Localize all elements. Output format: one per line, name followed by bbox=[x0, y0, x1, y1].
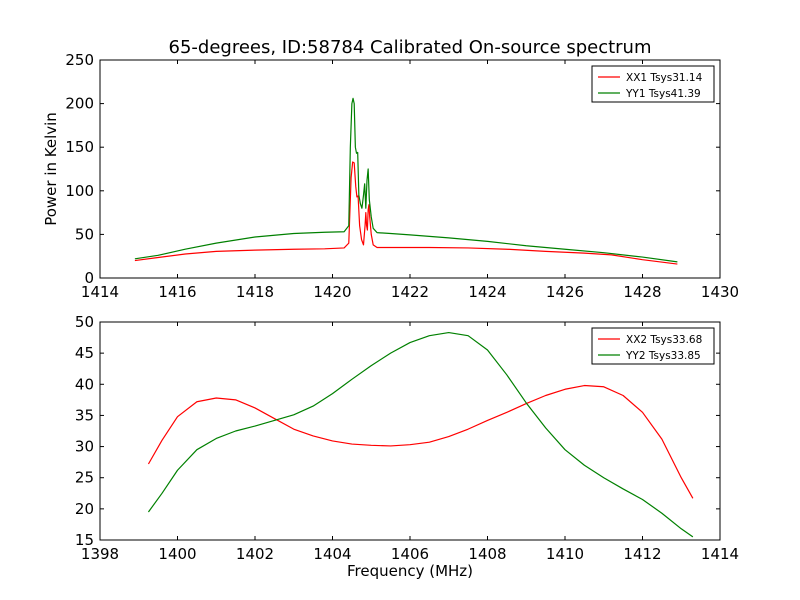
top-y-tick-label: 50 bbox=[75, 225, 94, 243]
bottom-y-tick-label: 45 bbox=[75, 344, 94, 362]
top-x-tick-label: 1416 bbox=[158, 283, 196, 301]
bottom-y-tick-label: 40 bbox=[75, 375, 94, 393]
top-series-line-2 bbox=[134, 97, 678, 263]
bottom-x-tick-label: 1404 bbox=[313, 545, 351, 563]
bottom-x-tick-label: 1412 bbox=[623, 545, 661, 563]
bottom-x-tick-label: 1414 bbox=[701, 545, 739, 563]
bottom-y-tick-label: 20 bbox=[75, 500, 94, 518]
bottom-x-tick-label: 1408 bbox=[468, 545, 506, 563]
top-y-tick-label: 100 bbox=[65, 182, 94, 200]
bottom-x-tick-label: 1398 bbox=[81, 545, 119, 563]
bottom-x-tick-label: 1402 bbox=[236, 545, 274, 563]
bottom-series-line-1 bbox=[147, 384, 694, 499]
top-y-tick-label: 250 bbox=[65, 51, 94, 69]
top-legend-label-2: YY1 Tsys41.39 bbox=[625, 88, 701, 100]
top-x-tick-label: 1430 bbox=[701, 283, 739, 301]
bottom-series-line-2 bbox=[147, 331, 694, 538]
bottom-y-tick-label: 15 bbox=[75, 531, 94, 549]
top-x-tick-label: 1428 bbox=[623, 283, 661, 301]
top-legend-box bbox=[591, 65, 715, 103]
top-x-tick-label: 1426 bbox=[546, 283, 584, 301]
top-plot: 1414 1416 1418 1420 1422 1424 1426 1428 1430 0 50 1… bbox=[65, 51, 739, 301]
top-y-tick-label: 200 bbox=[65, 95, 94, 113]
bottom-x-tick-label: 1400 bbox=[158, 545, 196, 563]
bottom-legend-box bbox=[591, 327, 715, 365]
bottom-y-tick-label: 30 bbox=[75, 438, 94, 456]
bottom-x-tick-label: 1410 bbox=[546, 545, 584, 563]
bottom-y-tick-label: 35 bbox=[75, 406, 94, 424]
bottom-plot: 1398 1400 1402 1404 1406 1408 1410 1412 1414 15 20… bbox=[75, 313, 739, 563]
top-y-tick-label: 0 bbox=[84, 269, 94, 287]
top-x-tick-label: 1424 bbox=[468, 283, 506, 301]
top-x-tick-label: 1420 bbox=[313, 283, 351, 301]
bottom-legend-label-2: YY2 Tsys33.85 bbox=[625, 350, 701, 362]
bottom-legend: XX2 Tsys33.68 YY2 Tsys33.85 bbox=[591, 327, 715, 365]
top-legend: XX1 Tsys31.14 YY1 Tsys41.39 bbox=[591, 65, 715, 103]
top-x-tick-label: 1414 bbox=[81, 283, 119, 301]
bottom-y-tick-label: 50 bbox=[75, 313, 94, 331]
top-series-line-1 bbox=[134, 161, 678, 265]
chart-title: 65-degrees, ID:58784 Calibrated On-sourc… bbox=[169, 37, 652, 58]
top-y-axis-label: Power in Kelvin bbox=[42, 112, 60, 226]
top-x-tick-label: 1418 bbox=[236, 283, 274, 301]
bottom-y-tick-label: 25 bbox=[75, 469, 94, 487]
bottom-x-tick-label: 1406 bbox=[391, 545, 429, 563]
top-y-tick-label: 150 bbox=[65, 138, 94, 156]
top-x-tick-label: 1422 bbox=[391, 283, 429, 301]
bottom-x-axis-label: Frequency (MHz) bbox=[347, 562, 473, 580]
top-legend-label-1: XX1 Tsys31.14 bbox=[626, 72, 703, 84]
bottom-legend-label-1: XX2 Tsys33.68 bbox=[626, 334, 702, 346]
